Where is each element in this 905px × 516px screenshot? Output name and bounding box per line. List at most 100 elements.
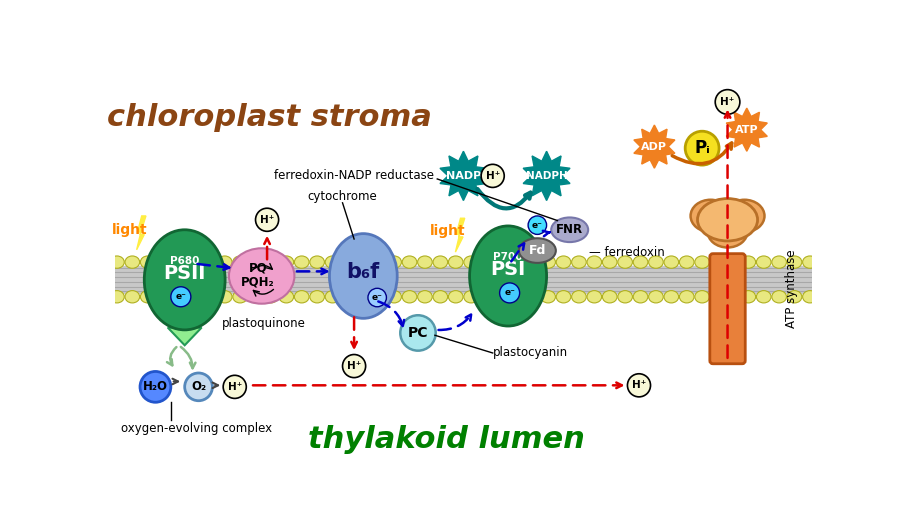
Ellipse shape (510, 256, 525, 268)
Ellipse shape (448, 291, 463, 303)
Bar (116, 266, 813, 293)
Circle shape (627, 374, 651, 397)
Text: e⁻: e⁻ (176, 292, 186, 301)
Ellipse shape (725, 200, 765, 232)
Text: Pᵢ: Pᵢ (694, 139, 710, 157)
Ellipse shape (772, 256, 786, 268)
Ellipse shape (708, 215, 748, 248)
Ellipse shape (757, 256, 771, 268)
Ellipse shape (186, 256, 201, 268)
Text: plastoquinone: plastoquinone (222, 317, 306, 330)
Ellipse shape (402, 256, 417, 268)
Text: light: light (430, 224, 466, 238)
Text: H⁺: H⁺ (632, 380, 646, 390)
Ellipse shape (787, 291, 802, 303)
Text: ATP synthase: ATP synthase (785, 250, 798, 328)
Ellipse shape (698, 199, 757, 241)
Text: Fd: Fd (529, 244, 546, 257)
Text: b₆f: b₆f (347, 262, 380, 282)
Ellipse shape (526, 256, 540, 268)
Text: FNR: FNR (557, 223, 583, 236)
Circle shape (500, 283, 519, 303)
Ellipse shape (495, 256, 510, 268)
Ellipse shape (329, 234, 397, 318)
Ellipse shape (233, 291, 247, 303)
Ellipse shape (386, 256, 402, 268)
Ellipse shape (557, 256, 571, 268)
Circle shape (255, 208, 279, 231)
Ellipse shape (356, 291, 371, 303)
Ellipse shape (140, 291, 155, 303)
Text: e⁻: e⁻ (532, 221, 543, 230)
Ellipse shape (463, 256, 479, 268)
Text: PQ: PQ (249, 262, 267, 275)
Ellipse shape (248, 291, 262, 303)
Ellipse shape (171, 256, 186, 268)
Text: e⁻: e⁻ (372, 293, 383, 302)
Ellipse shape (691, 200, 730, 232)
Text: PSI: PSI (491, 260, 526, 279)
Ellipse shape (186, 291, 201, 303)
Text: NADP: NADP (446, 171, 481, 181)
Text: e⁻: e⁻ (504, 288, 515, 297)
Ellipse shape (463, 291, 479, 303)
Ellipse shape (803, 256, 817, 268)
Ellipse shape (634, 256, 648, 268)
Text: NADPH: NADPH (526, 171, 567, 181)
Polygon shape (727, 108, 767, 151)
Ellipse shape (803, 291, 817, 303)
Text: PQH₂: PQH₂ (241, 276, 274, 288)
Text: chloroplast stroma: chloroplast stroma (107, 103, 432, 132)
Text: cytochrome: cytochrome (308, 190, 377, 203)
Circle shape (529, 216, 547, 234)
Text: P680: P680 (170, 255, 199, 266)
Ellipse shape (310, 291, 325, 303)
Text: oxygen-evolving complex: oxygen-evolving complex (120, 422, 272, 435)
Text: PSII: PSII (164, 264, 205, 283)
Ellipse shape (229, 248, 294, 304)
Ellipse shape (618, 256, 633, 268)
Text: ADP: ADP (642, 141, 667, 152)
Ellipse shape (294, 291, 309, 303)
Ellipse shape (417, 291, 433, 303)
Circle shape (685, 131, 719, 165)
Text: ferredoxin-NADP reductase: ferredoxin-NADP reductase (274, 169, 434, 182)
Circle shape (140, 372, 171, 402)
Ellipse shape (448, 256, 463, 268)
Circle shape (368, 288, 386, 307)
Ellipse shape (279, 256, 293, 268)
Text: H⁺: H⁺ (486, 171, 500, 181)
Circle shape (185, 373, 213, 401)
Ellipse shape (140, 256, 155, 268)
Ellipse shape (587, 291, 602, 303)
Ellipse shape (202, 256, 216, 268)
Ellipse shape (741, 256, 756, 268)
Ellipse shape (171, 291, 186, 303)
Ellipse shape (371, 256, 386, 268)
Ellipse shape (125, 256, 139, 268)
Text: thylakoid lumen: thylakoid lumen (308, 425, 585, 454)
Ellipse shape (603, 256, 617, 268)
Text: H₂O: H₂O (143, 380, 168, 393)
Ellipse shape (551, 217, 588, 242)
Ellipse shape (110, 256, 124, 268)
Ellipse shape (433, 291, 448, 303)
Ellipse shape (495, 291, 510, 303)
Ellipse shape (386, 291, 402, 303)
Ellipse shape (480, 291, 494, 303)
Ellipse shape (649, 256, 663, 268)
Ellipse shape (233, 256, 247, 268)
Ellipse shape (356, 256, 371, 268)
Ellipse shape (695, 256, 710, 268)
Text: PC: PC (408, 326, 428, 340)
Ellipse shape (772, 291, 786, 303)
Polygon shape (167, 328, 202, 345)
Ellipse shape (726, 291, 740, 303)
Polygon shape (634, 125, 675, 168)
Ellipse shape (325, 291, 340, 303)
Ellipse shape (402, 291, 417, 303)
Ellipse shape (263, 291, 278, 303)
Ellipse shape (340, 291, 356, 303)
Ellipse shape (156, 291, 170, 303)
Circle shape (715, 90, 740, 114)
